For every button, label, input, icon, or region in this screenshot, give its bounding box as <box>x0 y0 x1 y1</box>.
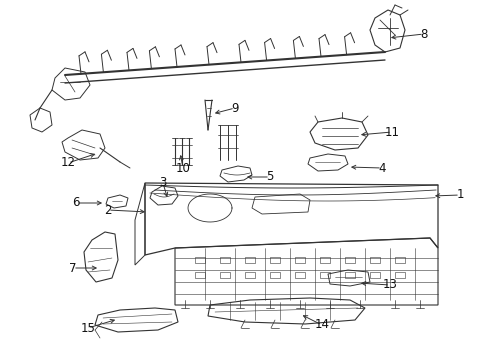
Text: 4: 4 <box>378 162 386 175</box>
Bar <box>370 272 380 278</box>
Bar <box>245 257 255 263</box>
Text: 14: 14 <box>315 319 329 332</box>
Bar <box>395 272 405 278</box>
Bar <box>295 272 305 278</box>
Bar <box>370 257 380 263</box>
Bar <box>195 272 205 278</box>
Text: 10: 10 <box>175 162 191 175</box>
Text: 1: 1 <box>456 189 464 202</box>
Bar <box>345 272 355 278</box>
Text: 9: 9 <box>231 102 239 114</box>
Text: 13: 13 <box>383 279 397 292</box>
Text: 6: 6 <box>72 197 80 210</box>
Text: 3: 3 <box>159 176 167 189</box>
Bar <box>220 272 230 278</box>
Bar <box>295 257 305 263</box>
Text: 11: 11 <box>385 126 399 139</box>
Text: 15: 15 <box>80 321 96 334</box>
Bar <box>320 272 330 278</box>
Text: 8: 8 <box>420 27 428 40</box>
Bar <box>320 257 330 263</box>
Text: 2: 2 <box>104 203 112 216</box>
Bar <box>270 272 280 278</box>
Text: 12: 12 <box>60 157 75 170</box>
Text: 5: 5 <box>266 171 274 184</box>
Text: 7: 7 <box>69 261 77 274</box>
Bar <box>345 257 355 263</box>
Bar <box>195 257 205 263</box>
Bar <box>270 257 280 263</box>
Bar <box>395 257 405 263</box>
Bar <box>245 272 255 278</box>
Bar <box>220 257 230 263</box>
